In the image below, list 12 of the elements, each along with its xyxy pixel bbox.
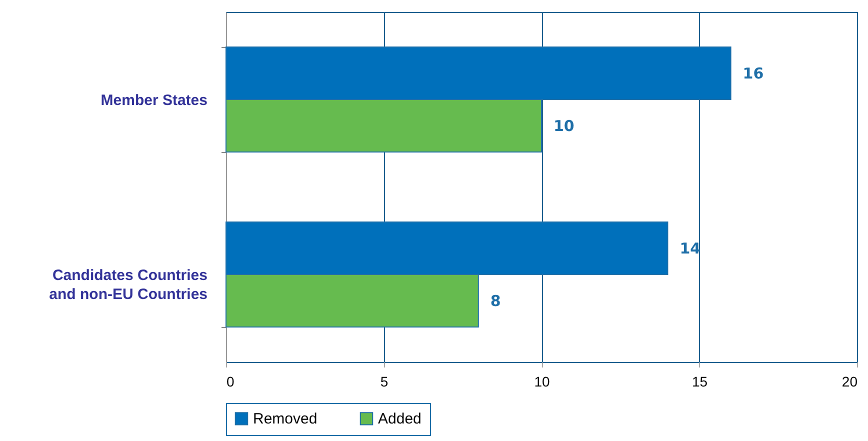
data-label: 16 [742,64,764,82]
x-tick-label: 10 [534,374,550,390]
legend-label: Added [378,410,422,428]
y-tick-label: Candidates Countries and non-EU Countries [49,267,208,303]
data-label: 8 [490,292,501,310]
x-tick-label: 15 [692,374,708,390]
x-tick-label: 0 [226,374,234,390]
y-tick-label: Member States [100,92,208,109]
data-label: 10 [554,116,574,135]
x-tick-label: 20 [842,374,858,390]
legend-label: Removed [253,410,318,428]
x-tick-label: 5 [380,374,388,390]
